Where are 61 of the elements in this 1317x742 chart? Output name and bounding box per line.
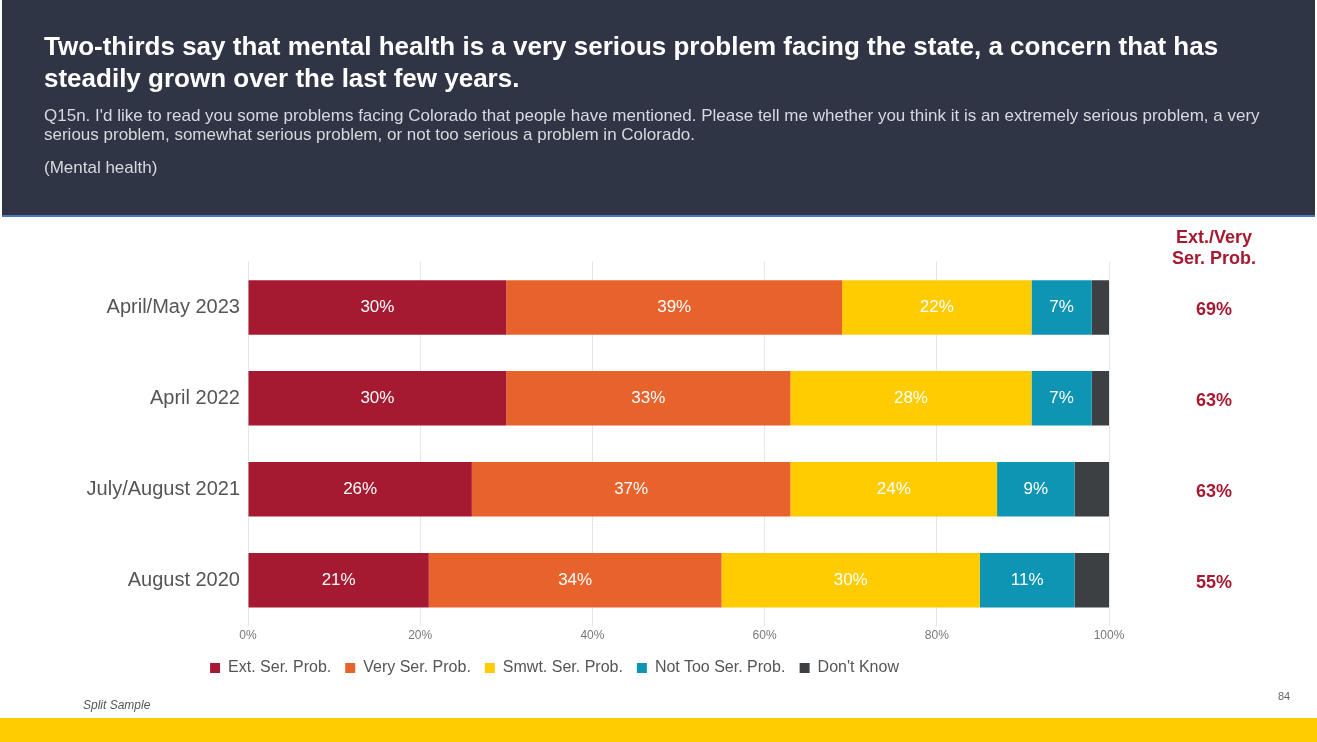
y-tick-label: April 2022 — [149, 385, 240, 408]
legend-label: Very Ser. Prob. — [363, 658, 471, 676]
bar — [506, 280, 843, 335]
x-tick-label: 60% — [752, 628, 777, 643]
text: 63% — [1195, 481, 1233, 502]
x-tick-label: 100% — [1093, 628, 1125, 643]
data-label: 34% — [558, 569, 593, 589]
data-label: 33% — [631, 388, 666, 408]
text: Ext./Very Ser. Prob. — [1171, 226, 1257, 268]
data-label: 26% — [343, 478, 378, 498]
text: (Mental health) — [44, 158, 159, 178]
bar — [790, 371, 1032, 426]
y-tick-label: April/May 2023 — [106, 294, 240, 317]
data-label: 39% — [657, 297, 692, 317]
x-tick-label: 80% — [924, 628, 950, 643]
bar — [248, 280, 507, 335]
bar — [248, 371, 507, 426]
data-label: 7% — [1049, 297, 1074, 317]
bar — [1074, 552, 1109, 608]
data-label: 30% — [360, 297, 395, 317]
legend-label: Ext. Ser. Prob. — [228, 658, 332, 676]
bar — [428, 552, 722, 608]
data-label: 28% — [893, 388, 928, 408]
chart-subtitle: Q15n. I'd like to read you some problems facing Colorado that people have mentioned. Please tell me whether you think it is an extremely serious problem, a very serious problem, somewhat serious problem, or not too serious a problem in Colorado. — [44, 106, 1261, 144]
text: 55% — [1195, 572, 1233, 593]
data-label: 11% — [1010, 569, 1044, 589]
x-tick-label: 20% — [408, 628, 433, 643]
data-label: 30% — [833, 569, 868, 589]
text: 84 — [1278, 690, 1291, 702]
bar — [1091, 280, 1109, 335]
y-tick-label: July/August 2021 — [86, 476, 240, 499]
bar — [1031, 280, 1092, 335]
x-tick-label: 0% — [239, 628, 257, 643]
data-label: 9% — [1023, 478, 1049, 498]
text: 63% — [1195, 390, 1233, 411]
bar — [471, 461, 791, 517]
legend-label: Smwt. Ser. Prob. — [502, 658, 623, 676]
bar — [1091, 371, 1109, 426]
text: Split Sample — [83, 698, 151, 712]
bar — [842, 280, 1032, 335]
bar — [790, 461, 998, 517]
legend-label: Don't Know — [817, 658, 900, 676]
data-label: 37% — [614, 478, 649, 498]
bar — [1031, 371, 1092, 426]
data-label: 24% — [876, 478, 911, 498]
x-tick-label: 40% — [580, 628, 605, 643]
bar — [979, 552, 1075, 608]
bar — [997, 461, 1075, 517]
text: 69% — [1195, 299, 1233, 320]
y-tick-label: August 2020 — [127, 567, 240, 590]
data-label: 21% — [321, 569, 356, 589]
legend-label: Not Too Ser. Prob. — [654, 658, 786, 676]
data-label: 22% — [919, 297, 954, 317]
data-label: 30% — [360, 388, 395, 408]
bar — [248, 552, 429, 608]
bar — [721, 552, 980, 608]
bar — [1074, 461, 1109, 517]
bar — [248, 461, 472, 517]
chart-title: Two-thirds say that mental health is a very serious problem facing the state, a concern that has steadily grown over the last few years. — [44, 30, 1220, 94]
bar — [506, 371, 791, 426]
data-label: 7% — [1049, 388, 1074, 408]
